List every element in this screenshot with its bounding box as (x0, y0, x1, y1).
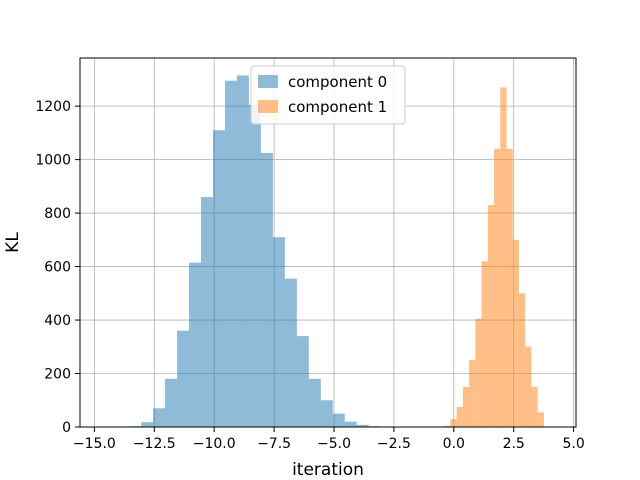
legend-swatch (258, 75, 278, 88)
x-tick-label: −2.5 (377, 436, 411, 452)
histogram-bar-series-0 (141, 422, 154, 427)
legend: component 0 component 1 (250, 65, 406, 125)
x-tick-label: 2.5 (503, 436, 525, 452)
y-tick-label: 200 (44, 367, 71, 383)
histogram-bar-series-0 (236, 75, 249, 427)
histogram-bar-series-1 (469, 360, 476, 427)
y-tick-label: 0 (62, 420, 71, 436)
histogram-bar-series-0 (284, 278, 297, 427)
histogram-bar-series-0 (260, 152, 273, 427)
histogram-bar-series-0 (344, 421, 357, 427)
histogram-bar-series-1 (531, 386, 538, 427)
y-tick-label: 800 (44, 206, 71, 222)
histogram-bar-series-0 (189, 262, 202, 427)
bars-layer (129, 75, 544, 428)
y-tick-label: 600 (44, 260, 71, 276)
histogram-bar-series-0 (177, 330, 190, 427)
histogram-bar-series-0 (224, 80, 237, 427)
x-tick-label: 0.0 (443, 436, 465, 452)
histogram-bar-series-1 (475, 318, 482, 427)
histogram-bar-series-1 (462, 386, 470, 427)
histogram-bar-series-0 (308, 378, 321, 427)
plot-frame (79, 57, 577, 428)
y-tick-label: 1000 (35, 153, 71, 169)
histogram-bar-series-0 (320, 400, 333, 427)
histogram-bar-series-1 (500, 87, 507, 428)
histogram-bar-series-1 (518, 293, 526, 427)
x-tick-label: −12.5 (133, 436, 176, 452)
histogram-bar-series-1 (456, 406, 463, 427)
ticks-layer: −15.0 −12.5 −10.0 −7.5 −5.0 −2.5 0.0 2.5 5.0 0 200… (35, 99, 584, 452)
histogram-bar-series-1 (481, 261, 488, 427)
legend-box (250, 65, 406, 125)
histogram-bar-series-1 (487, 205, 495, 427)
histogram-bar-series-0 (332, 413, 345, 427)
histogram-bar-series-0 (272, 237, 285, 427)
legend-swatch (258, 100, 278, 113)
histogram-bar-series-0 (296, 336, 309, 427)
histogram-bar-series-1 (506, 148, 513, 428)
x-tick-label: −7.5 (257, 436, 291, 452)
x-tick-label: 5.0 (562, 436, 584, 452)
histogram-bar-series-1 (512, 239, 519, 427)
x-tick-label: −5.0 (317, 436, 351, 452)
histogram-bar-series-0 (356, 424, 369, 427)
histogram-bar-series-1 (494, 148, 501, 428)
x-tick-label: −10.0 (193, 436, 236, 452)
x-tick-label: −15.0 (73, 436, 116, 452)
histogram-bar-series-0 (248, 104, 261, 427)
histogram-bar-series-0 (201, 197, 213, 427)
histogram-bar-series-0 (165, 378, 178, 427)
legend-label: component 1 (288, 98, 387, 116)
histogram-bar-series-1 (525, 346, 532, 427)
x-axis-label: iteration (292, 460, 364, 480)
y-tick-label: 1200 (35, 99, 71, 115)
legend-label: component 0 (288, 73, 387, 91)
histogram-bar-series-1 (537, 412, 544, 427)
histogram-bar-series-1 (444, 425, 451, 427)
y-axis-label: KL (3, 232, 23, 253)
histogram-bar-series-0 (212, 130, 225, 427)
y-tick-label: 400 (44, 313, 71, 329)
histogram-bar-series-0 (153, 408, 166, 427)
histogram-bar-series-1 (450, 418, 457, 427)
